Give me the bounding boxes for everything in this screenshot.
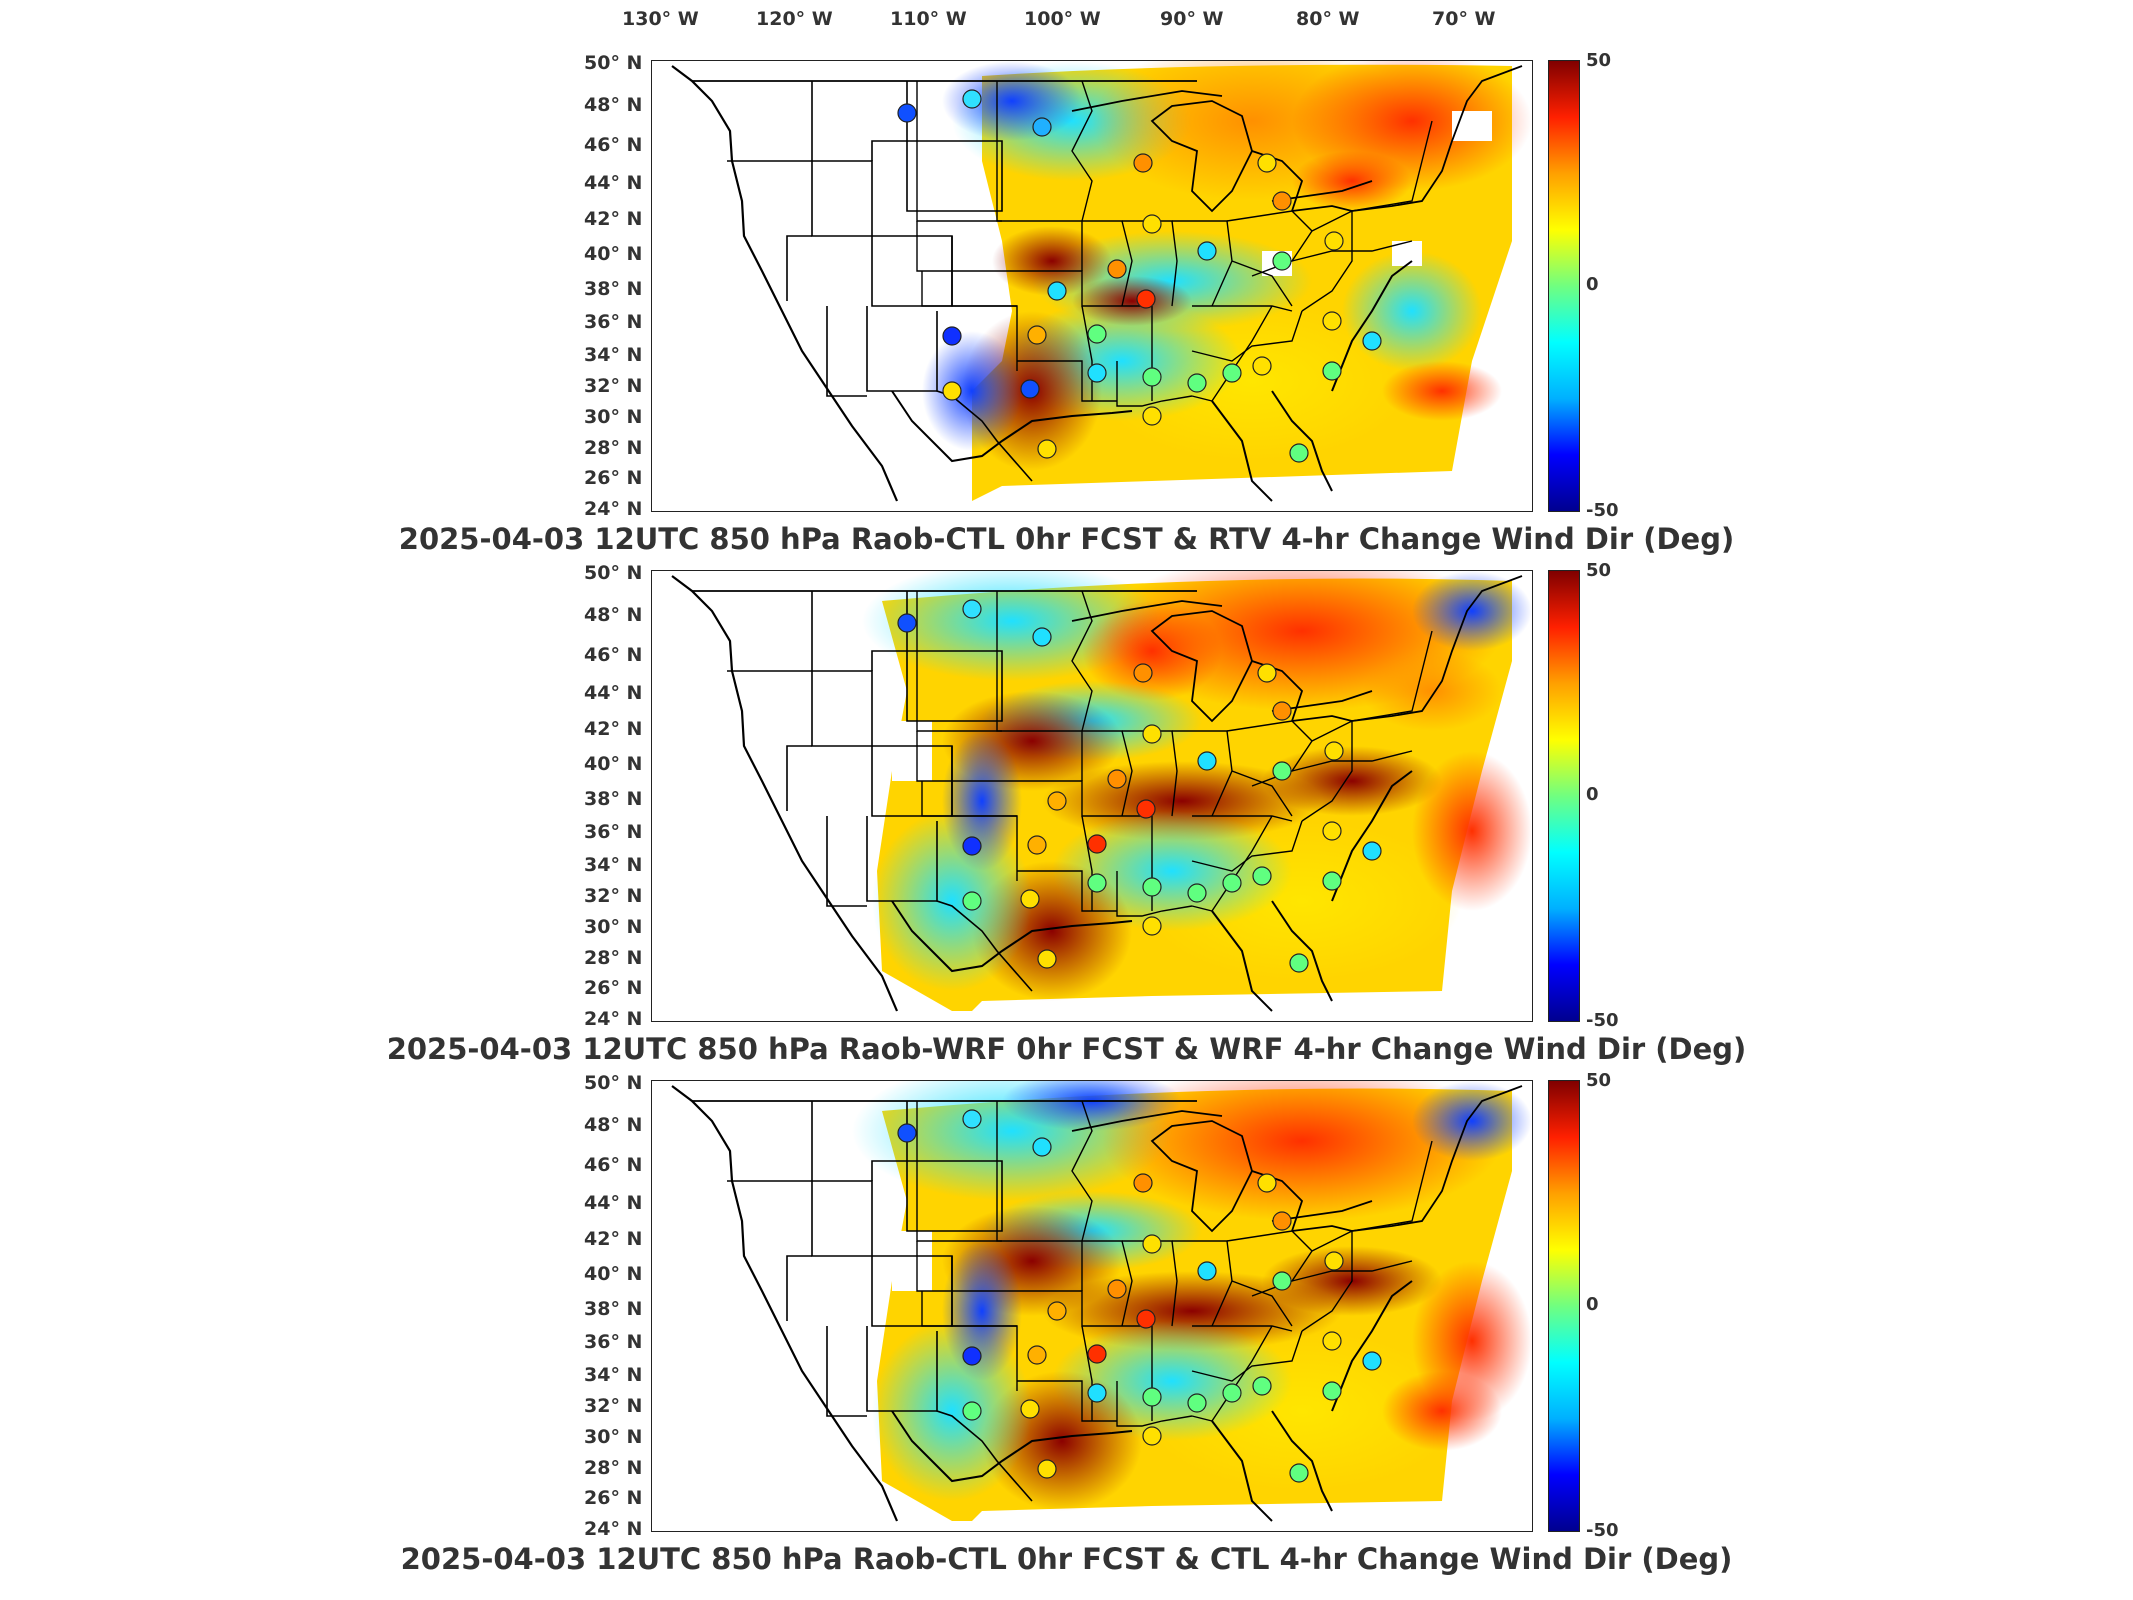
latitude-tick: 42° N — [584, 1228, 643, 1250]
colorbar-mid-label: 0 — [1586, 1294, 1599, 1315]
map-panel-2: 50° N 48° N 46° N 44° N 42° N 40° N 38° … — [0, 510, 2133, 1070]
latitude-tick: 24° N — [584, 1518, 643, 1540]
longitude-tick: 130° W — [622, 8, 699, 30]
latitude-tick: 30° N — [584, 1426, 643, 1448]
colorbar-min-label: -50 — [1586, 1520, 1619, 1541]
latitude-tick: 28° N — [584, 947, 643, 969]
wind-direction-map — [652, 1081, 1532, 1531]
latitude-tick: 44° N — [584, 172, 643, 194]
latitude-tick: 24° N — [584, 1008, 643, 1030]
colorbar-max-label: 50 — [1586, 50, 1612, 71]
panel-title: 2025-04-03 12UTC 850 hPa Raob-WRF 0hr FC… — [386, 1032, 1747, 1066]
longitude-tick: 70° W — [1432, 8, 1496, 30]
latitude-tick: 42° N — [584, 718, 643, 740]
longitude-tick: 110° W — [890, 8, 967, 30]
latitude-tick: 34° N — [584, 344, 643, 366]
colorbar — [1548, 1080, 1580, 1532]
latitude-tick: 36° N — [584, 821, 643, 843]
latitude-tick: 34° N — [584, 1364, 643, 1386]
latitude-tick: 50° N — [584, 562, 643, 584]
latitude-tick: 36° N — [584, 311, 643, 333]
latitude-tick: 30° N — [584, 406, 643, 428]
latitude-tick: 46° N — [584, 644, 643, 666]
latitude-tick: 46° N — [584, 1154, 643, 1176]
latitude-tick: 44° N — [584, 1192, 643, 1214]
longitude-tick: 90° W — [1160, 8, 1224, 30]
latitude-tick: 40° N — [584, 243, 643, 265]
latitude-tick: 42° N — [584, 208, 643, 230]
latitude-tick: 24° N — [584, 498, 643, 520]
latitude-tick: 38° N — [584, 278, 643, 300]
latitude-tick: 26° N — [584, 977, 643, 999]
latitude-tick: 50° N — [584, 1072, 643, 1094]
map-panel-1: 50° N 48° N 46° N 44° N 42° N 40° N 38° … — [0, 0, 2133, 560]
latitude-tick: 48° N — [584, 94, 643, 116]
panel-title: 2025-04-03 12UTC 850 hPa Raob-CTL 0hr FC… — [398, 522, 1735, 556]
colorbar-max-label: 50 — [1586, 560, 1612, 581]
map-frame — [651, 570, 1533, 1022]
latitude-tick: 26° N — [584, 467, 643, 489]
latitude-tick: 36° N — [584, 1331, 643, 1353]
latitude-tick: 44° N — [584, 682, 643, 704]
colorbar-min-label: -50 — [1586, 500, 1619, 521]
map-panel-3: 50° N 48° N 46° N 44° N 42° N 40° N 38° … — [0, 1020, 2133, 1580]
colorbar — [1548, 60, 1580, 512]
latitude-tick: 40° N — [584, 1263, 643, 1285]
latitude-tick: 40° N — [584, 753, 643, 775]
longitude-axis: 130° W 120° W 110° W 100° W 90° W 80° W … — [0, 0, 2133, 40]
colorbar — [1548, 570, 1580, 1022]
latitude-tick: 28° N — [584, 1457, 643, 1479]
wind-direction-map — [652, 61, 1532, 511]
longitude-tick: 100° W — [1024, 8, 1101, 30]
latitude-tick: 46° N — [584, 134, 643, 156]
latitude-tick: 32° N — [584, 885, 643, 907]
latitude-tick: 48° N — [584, 1114, 643, 1136]
latitude-tick: 38° N — [584, 1298, 643, 1320]
colorbar-mid-label: 0 — [1586, 274, 1599, 295]
latitude-tick: 30° N — [584, 916, 643, 938]
longitude-tick: 120° W — [756, 8, 833, 30]
colorbar-max-label: 50 — [1586, 1070, 1612, 1091]
latitude-tick: 26° N — [584, 1487, 643, 1509]
colorbar-mid-label: 0 — [1586, 784, 1599, 805]
latitude-tick: 28° N — [584, 437, 643, 459]
panel-title: 2025-04-03 12UTC 850 hPa Raob-CTL 0hr FC… — [400, 1542, 1733, 1576]
latitude-tick: 34° N — [584, 854, 643, 876]
map-frame — [651, 60, 1533, 512]
latitude-tick: 32° N — [584, 1395, 643, 1417]
latitude-tick: 50° N — [584, 52, 643, 74]
longitude-tick: 80° W — [1296, 8, 1360, 30]
wind-direction-map — [652, 571, 1532, 1021]
map-frame — [651, 1080, 1533, 1532]
latitude-tick: 48° N — [584, 604, 643, 626]
latitude-tick: 32° N — [584, 375, 643, 397]
colorbar-min-label: -50 — [1586, 1010, 1619, 1031]
latitude-tick: 38° N — [584, 788, 643, 810]
